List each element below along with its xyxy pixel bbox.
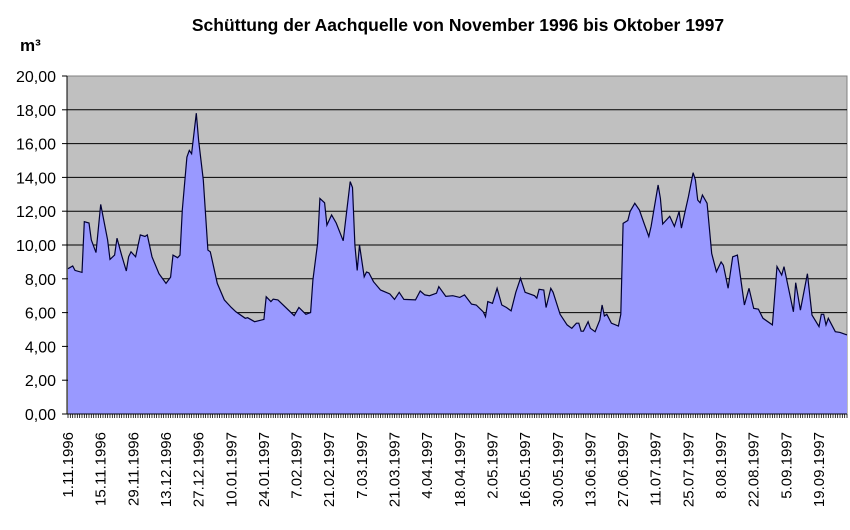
x-tick-label: 24.01.1997	[256, 432, 273, 507]
x-tick-label: 30.05.1997	[550, 432, 567, 507]
x-tick-label: 22.08.1997	[746, 432, 763, 507]
chart-title: Schüttung der Aachquelle von November 19…	[192, 15, 724, 35]
y-tick-label: 10,00	[16, 238, 56, 255]
y-tick-label: 4,00	[25, 339, 56, 356]
y-tick-label: 2,00	[25, 373, 56, 390]
x-tick-label: 13.06.1997	[582, 432, 599, 507]
y-tick-label: 0,00	[25, 407, 56, 424]
x-tick-label: 7.02.1997	[289, 432, 306, 499]
x-tick-label: 7.03.1997	[354, 432, 371, 499]
x-axis-ticks: 1.11.1996 15.11.1996 29.11.1996 13.12.1996 2…	[60, 432, 828, 507]
x-tick-label: 2.05.1997	[484, 432, 501, 499]
x-tick-label: 5.09.1997	[778, 432, 795, 499]
x-tick-label: 8.08.1997	[713, 432, 730, 499]
y-axis-unit-label: m³	[20, 36, 41, 55]
x-tick-label: 15.11.1996	[93, 432, 110, 506]
discharge-area	[68, 113, 847, 414]
x-tick-label: 4.04.1997	[419, 432, 436, 499]
x-tick-label: 19.09.1997	[811, 432, 828, 507]
x-tick-label: 21.03.1997	[387, 432, 404, 507]
x-tick-label: 16.05.1997	[517, 432, 534, 507]
y-tick-label: 6,00	[25, 306, 56, 323]
x-tick-label: 18.04.1997	[452, 432, 469, 507]
discharge-line	[67, 113, 848, 336]
y-tick-label: 8,00	[25, 272, 56, 289]
y-tick-label: 18,00	[16, 103, 56, 120]
x-tick-label: 27.12.1996	[191, 432, 208, 507]
x-tick-label: 29.11.1996	[125, 432, 142, 506]
x-tick-label: 25.07.1997	[680, 432, 697, 507]
axes	[66, 76, 848, 418]
x-tick-label: 10.01.1997	[223, 432, 240, 507]
x-tick-label: 13.12.1996	[158, 432, 175, 507]
x-tick-label: 11.07.1997	[648, 432, 665, 506]
y-tick-label: 20,00	[16, 69, 56, 86]
y-axis-ticks: 0,00 2,00 4,00 6,00 8,00 10,00 12,00 14,00 16,00…	[16, 69, 67, 424]
x-tick-label: 1.11.1996	[60, 432, 77, 498]
x-tick-label: 27.06.1997	[615, 432, 632, 507]
y-tick-label: 16,00	[16, 137, 56, 154]
x-tick-label: 21.02.1997	[321, 432, 338, 507]
y-tick-label: 14,00	[16, 170, 56, 187]
y-tick-label: 12,00	[16, 204, 56, 221]
